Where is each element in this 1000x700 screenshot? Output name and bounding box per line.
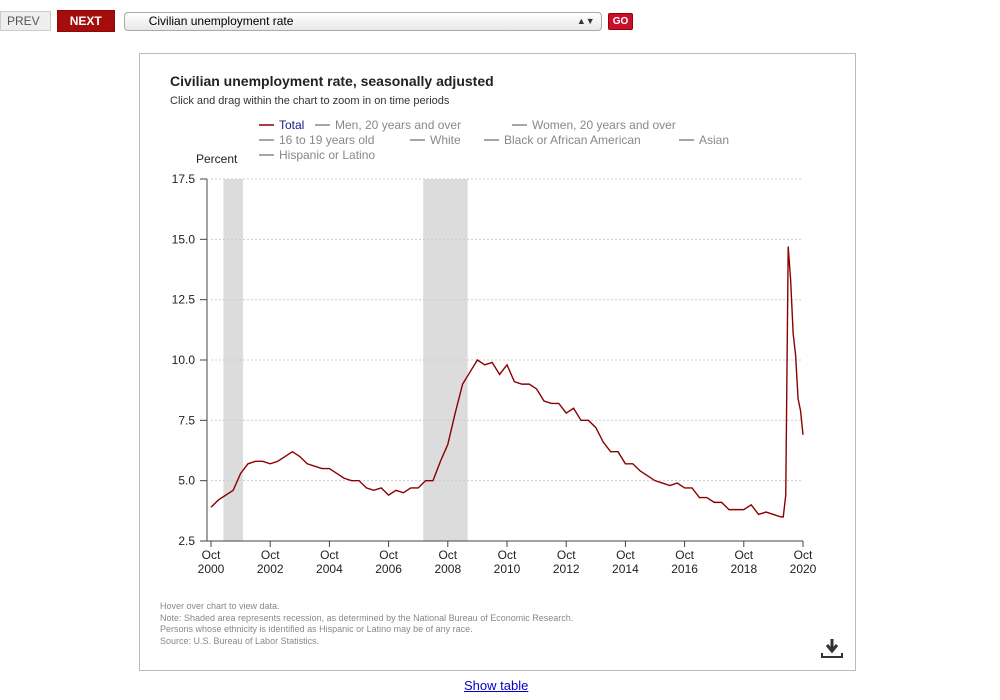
- show-table-link[interactable]: Show table: [464, 678, 529, 693]
- chart-notes: Hover over chart to view data. Note: Sha…: [160, 601, 573, 647]
- series-select[interactable]: Civilian unemployment rate ▲▼: [123, 11, 602, 31]
- prev-button[interactable]: PREV: [0, 11, 51, 31]
- chart-frame: Civilian unemployment rate, seasonally a…: [139, 53, 856, 671]
- series-select-value: Civilian unemployment rate: [148, 14, 294, 28]
- next-button[interactable]: NEXT: [56, 10, 115, 32]
- note-line: Persons whose ethnicity is identified as…: [160, 624, 473, 634]
- chart-subtitle: Click and drag within the chart to zoom …: [170, 95, 450, 107]
- download-icon[interactable]: [821, 637, 843, 664]
- note-line: Hover over chart to view data.: [160, 601, 280, 611]
- select-arrows-icon: ▲▼: [576, 16, 595, 26]
- note-line: Source: U.S. Bureau of Labor Statistics.: [160, 635, 320, 646]
- note-line: Note: Shaded area represents recession, …: [160, 612, 574, 623]
- toolbar: PREV NEXT Civilian unemployment rate ▲▼ G…: [0, 10, 634, 32]
- chart-title: Civilian unemployment rate, seasonally a…: [170, 73, 494, 89]
- go-button[interactable]: GO: [607, 12, 634, 30]
